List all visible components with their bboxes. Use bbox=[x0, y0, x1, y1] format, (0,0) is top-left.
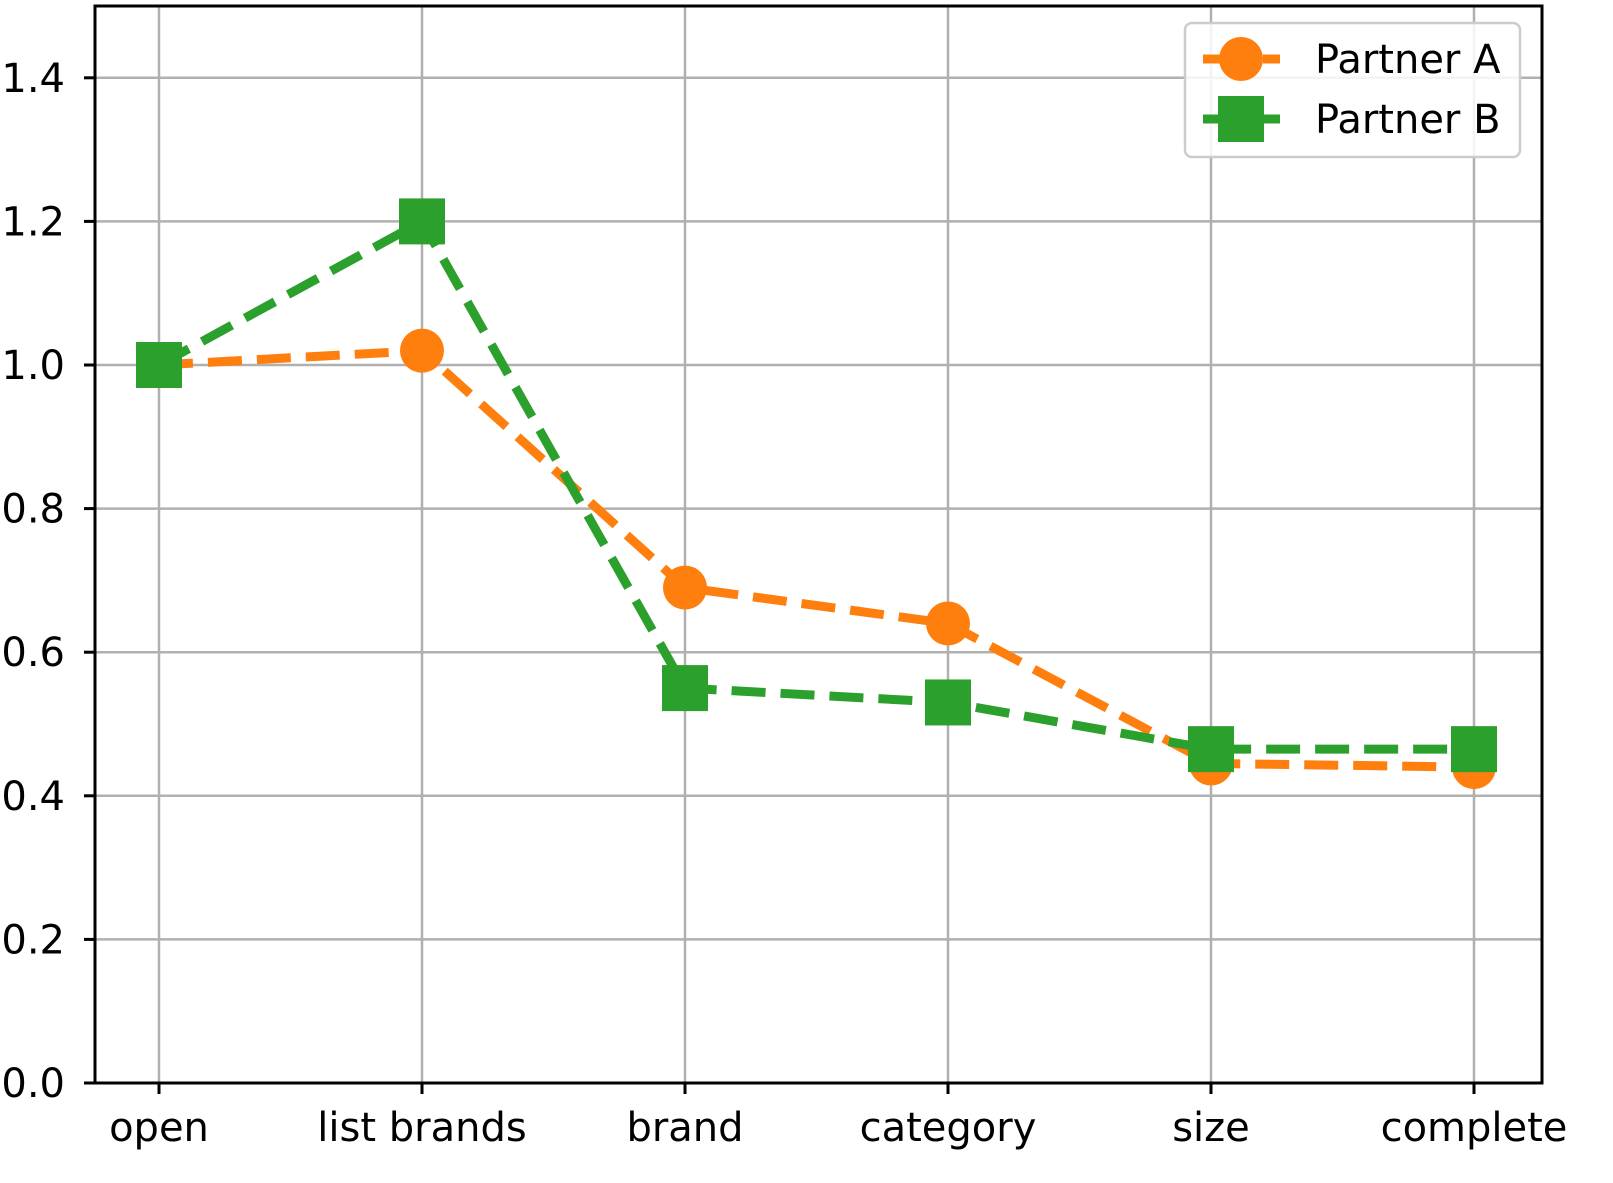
legend-label: Partner A bbox=[1315, 37, 1501, 83]
series-line bbox=[158, 346, 1475, 772]
series-layer bbox=[136, 198, 1497, 790]
legend-label: Partner B bbox=[1315, 97, 1501, 143]
y-tick-label: 1.2 bbox=[1, 199, 65, 245]
grid-lines bbox=[95, 6, 1542, 1085]
y-tick-label: 0.2 bbox=[1, 917, 65, 963]
legend-marker bbox=[1218, 96, 1264, 142]
plot-frame bbox=[93, 4, 1544, 1085]
series-partner-a bbox=[137, 328, 1496, 790]
legend-item: Partner A bbox=[1203, 37, 1501, 83]
axis-ticks: open list brands brand category size complete… bbox=[1, 56, 1567, 1151]
x-tick-label: brand bbox=[626, 1105, 743, 1151]
data-point-square bbox=[1451, 726, 1497, 773]
data-point-square bbox=[925, 679, 971, 726]
legend: Partner A Partner B bbox=[1183, 21, 1522, 159]
y-tick-label: 0.4 bbox=[1, 774, 65, 820]
data-point-square bbox=[136, 342, 182, 388]
x-tick-label: open bbox=[109, 1105, 209, 1151]
x-tick-label: list brands bbox=[317, 1105, 526, 1151]
x-tick-label: complete bbox=[1381, 1105, 1568, 1151]
series-line bbox=[156, 216, 1474, 754]
y-tick-label: 0.6 bbox=[1, 630, 65, 676]
data-point-square bbox=[1188, 726, 1234, 773]
x-tick-label: category bbox=[860, 1105, 1037, 1151]
y-tick-label: 1.0 bbox=[1, 343, 65, 389]
series-partner-b bbox=[136, 198, 1497, 773]
data-point-square bbox=[399, 198, 445, 245]
y-tick-label: 1.4 bbox=[1, 56, 65, 102]
x-tick-label: size bbox=[1172, 1105, 1250, 1151]
y-tick-label: 0.8 bbox=[1, 487, 65, 533]
data-point-circle bbox=[663, 565, 707, 610]
legend-item: Partner B bbox=[1203, 96, 1501, 143]
data-point-circle bbox=[400, 328, 444, 373]
legend-marker bbox=[1219, 37, 1263, 81]
y-tick-label: 0.0 bbox=[1, 1061, 65, 1107]
data-point-square bbox=[662, 665, 708, 712]
data-point-circle bbox=[926, 601, 970, 646]
